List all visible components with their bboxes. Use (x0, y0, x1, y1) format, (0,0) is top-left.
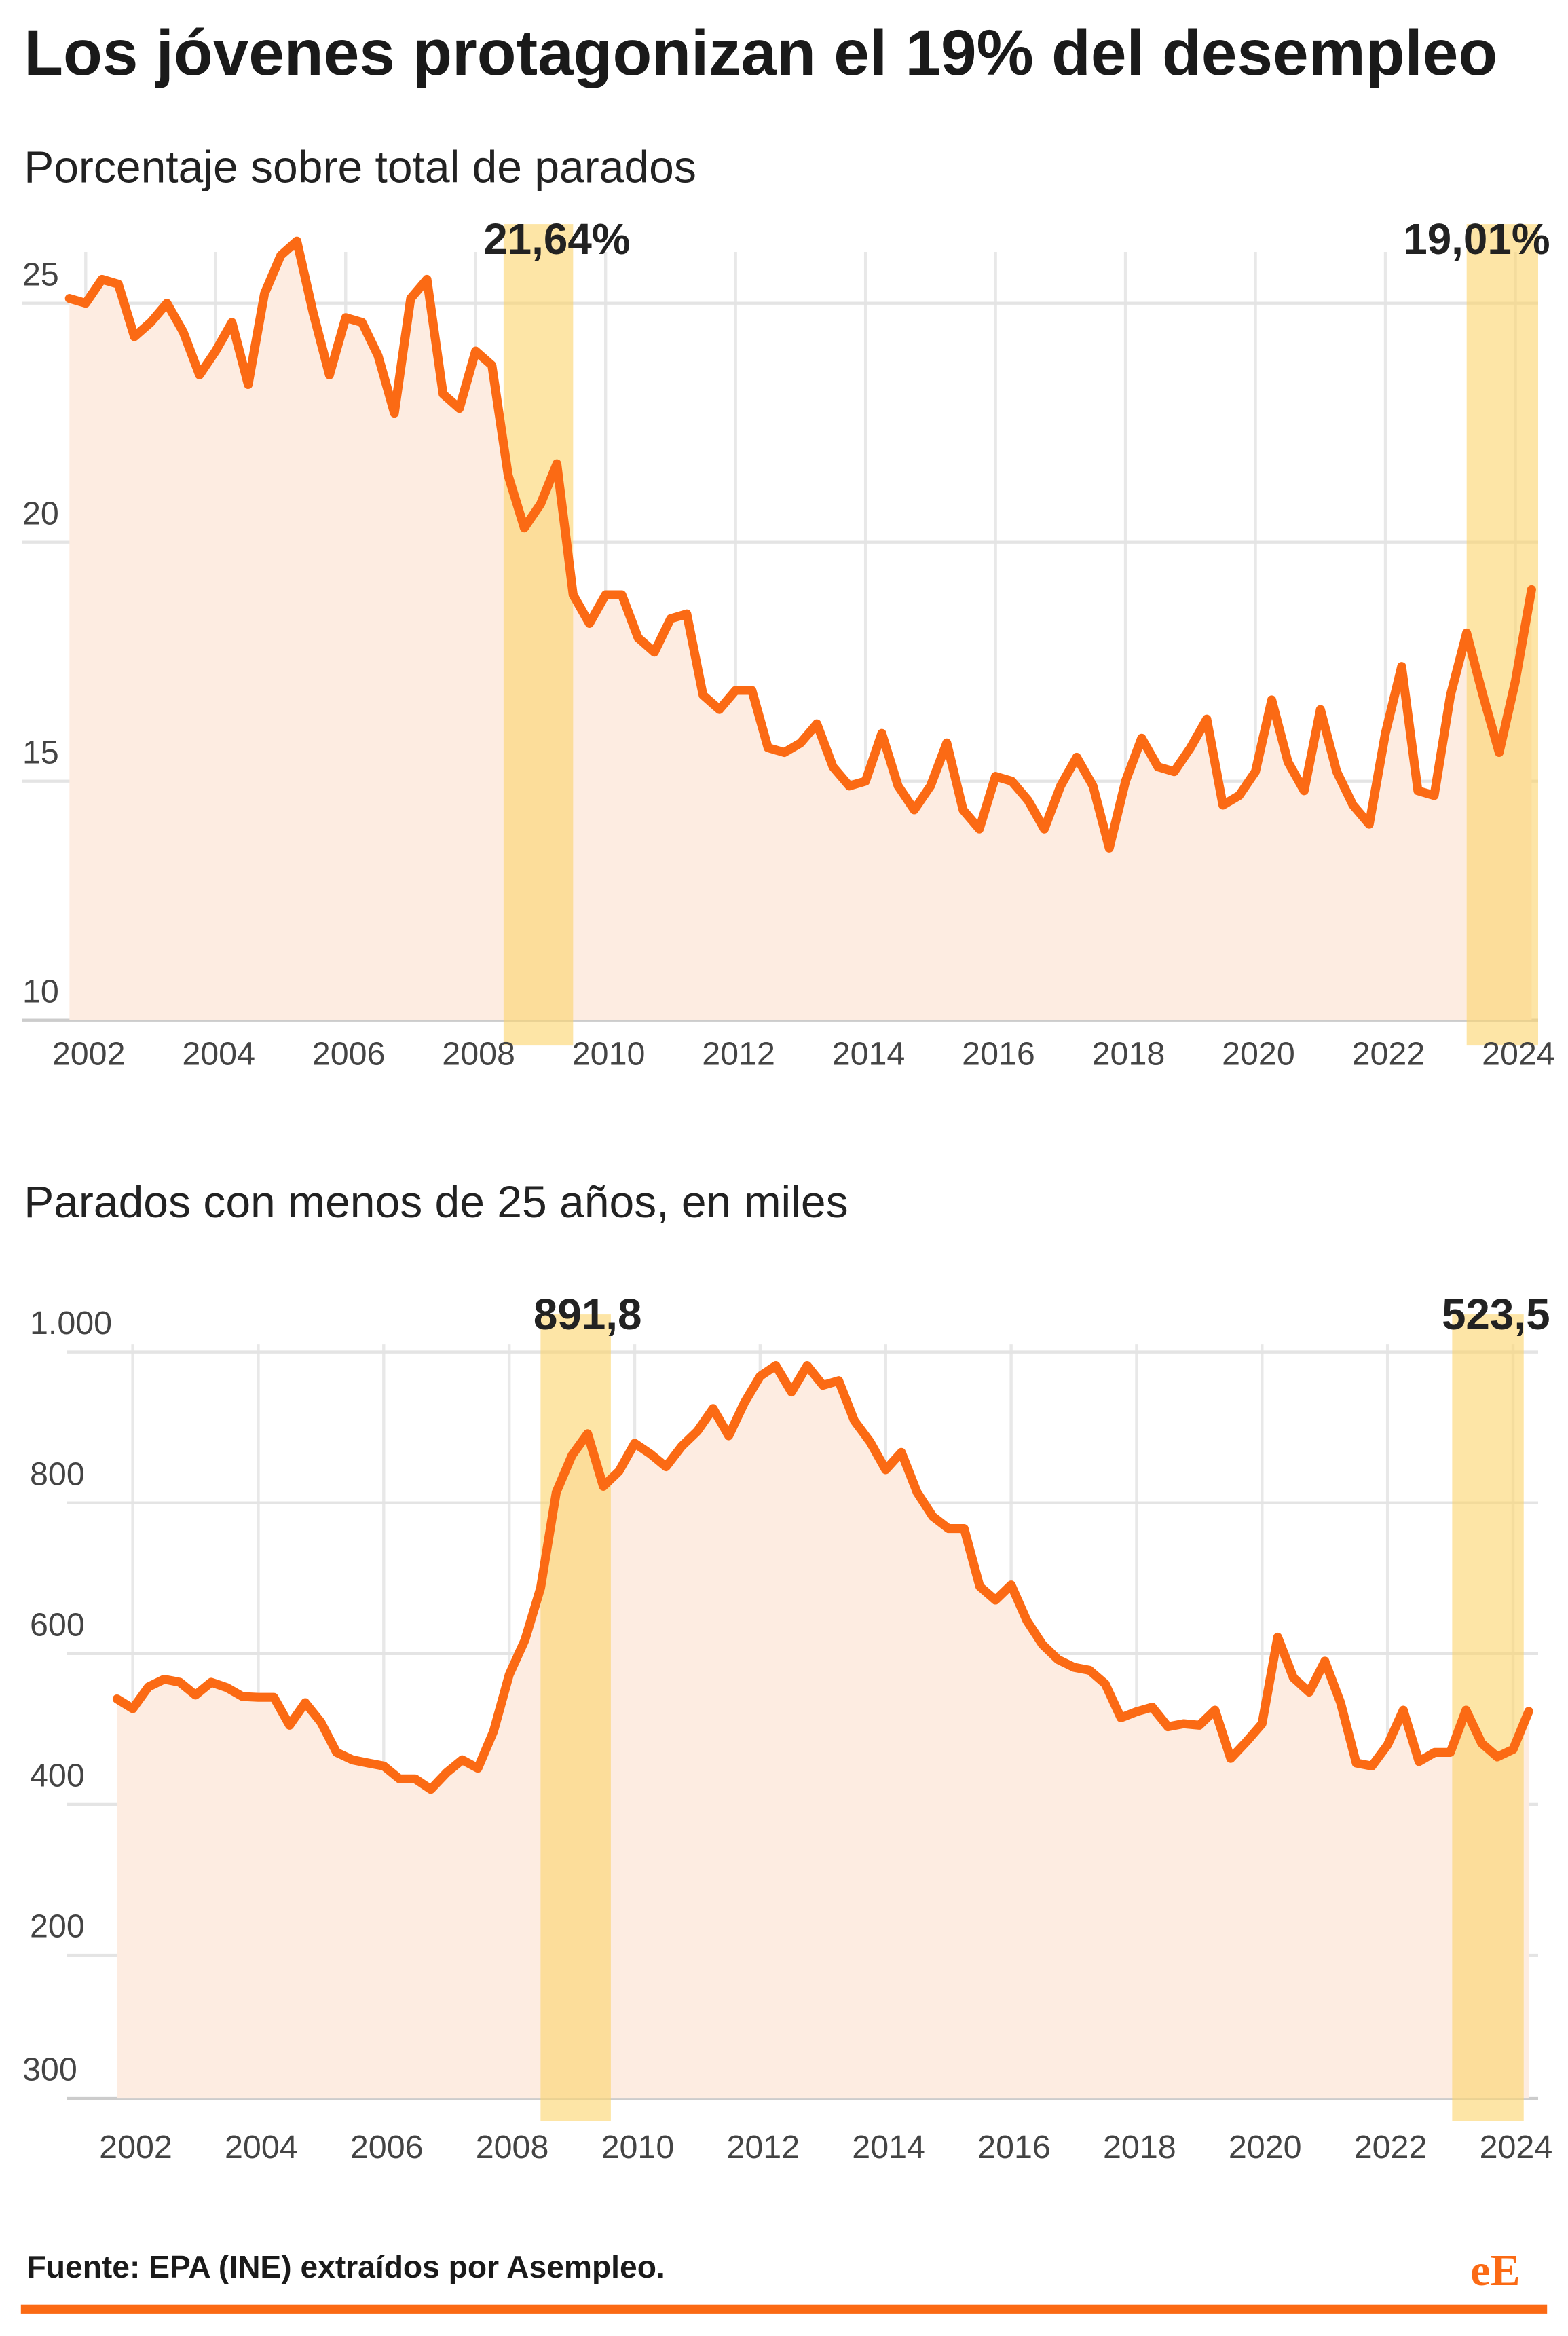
value-label: 19,01% (1403, 215, 1550, 263)
x-tick-label: 2022 (1354, 2129, 1427, 2166)
value-label: 523,5 (1442, 1290, 1550, 1339)
x-tick-label: 2014 (852, 2129, 925, 2166)
x-tick-label: 2010 (601, 2129, 675, 2166)
x-tick-label: 2006 (312, 1036, 386, 1073)
y-tick-label: 400 (30, 1758, 85, 1794)
x-tick-label: 2016 (962, 1036, 1035, 1073)
y-tick-label: 10 (22, 973, 59, 1009)
y-tick-label: 25 (22, 256, 59, 293)
x-tick-label: 2024 (1480, 2129, 1553, 2166)
y-tick-label: 1.000 (30, 1305, 112, 1341)
x-tick-label: 2008 (476, 2129, 549, 2166)
x-tick-label: 2008 (442, 1036, 515, 1073)
line (112, 1360, 1533, 1794)
x-tick-label: 2010 (572, 1036, 646, 1073)
subtitle: Parados con menos de 25 años, en miles (24, 1176, 848, 1227)
highlight-band (503, 224, 574, 1046)
y-tick-label: 200 (30, 1908, 85, 1945)
x-tick-label: 2020 (1229, 2129, 1302, 2166)
title: Los jóvenes protagonizan el 19% del dese… (24, 17, 1497, 89)
x-tick-label: 2022 (1352, 1036, 1425, 1073)
y-tick-label: 15 (22, 734, 59, 771)
x-tick-label: 2020 (1222, 1036, 1295, 1073)
x-tick-label: 2024 (1482, 1036, 1555, 1073)
x-tick-label: 2006 (350, 2129, 424, 2166)
highlight-band (540, 1314, 611, 2121)
x-tick-label: 2018 (1103, 2129, 1176, 2166)
area (117, 1365, 1529, 2099)
footer-rule (20, 2304, 1548, 2314)
y-tick-label: 800 (30, 1456, 85, 1492)
x-tick-label: 2018 (1092, 1036, 1165, 1073)
source: Fuente: EPA (INE) extraídos por Asempleo… (27, 2249, 665, 2284)
x-tick-label: 2004 (182, 1036, 255, 1073)
value-label: 21,64% (483, 215, 630, 263)
x-tick-label: 2016 (977, 2129, 1051, 2166)
value-label: 891,8 (534, 1290, 642, 1339)
y-tick-label: 600 (30, 1606, 85, 1643)
x-tick-label: 2002 (52, 1036, 126, 1073)
x-tick-label: 2004 (225, 2129, 298, 2166)
y-tick-label: 20 (22, 495, 59, 532)
subtitle: Porcentaje sobre total de parados (24, 141, 696, 191)
x-tick-label: 2002 (99, 2129, 172, 2166)
line (64, 236, 1536, 853)
y-tick-label: 300 (22, 2052, 77, 2088)
x-tick-label: 2012 (726, 2129, 800, 2166)
x-tick-label: 2012 (702, 1036, 775, 1073)
logo: eE (1470, 2246, 1520, 2295)
x-tick-label: 2014 (832, 1036, 906, 1073)
area (69, 241, 1532, 1020)
